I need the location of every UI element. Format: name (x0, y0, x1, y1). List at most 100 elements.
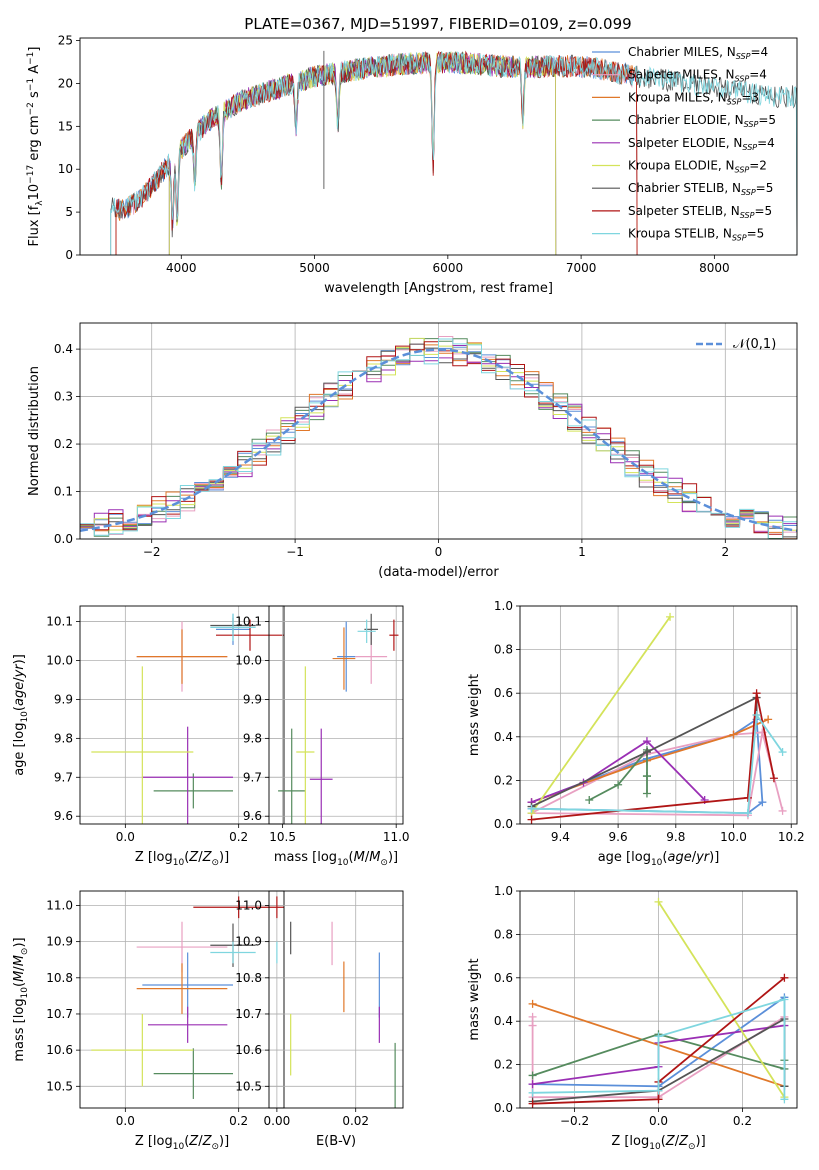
weight_vs_Z-ylabel: mass weight (467, 958, 482, 1040)
mass_vs_Z-ytick-label: 11.0 (46, 898, 73, 912)
mass_vs_ebv-frame (268, 890, 404, 1109)
mass_vs_Z-ytick-label: 10.9 (46, 935, 73, 949)
spectrum-series-2 (115, 51, 638, 255)
age_vs_mass-ytick-label: 9.8 (243, 731, 262, 745)
weight_vs_age-marker (642, 789, 651, 798)
age_vs_Z-point-6 (91, 666, 194, 824)
age_vs_mass-xlabel: mass [log10(M/M⊙)] (274, 850, 398, 868)
weight_vs_age-marker (666, 612, 675, 621)
weight_vs_Z-marker (528, 1071, 537, 1080)
weight_vs_Z-ytick-label: 0.0 (494, 1101, 513, 1115)
age_vs_Z-panel: 0.0 0.2 9.6 9.7 9.8 9.9 10.0 10.1 Z [log10(Z/Z⊙)… (12, 605, 285, 868)
weight_vs_age-xtick-label: 10.0 (720, 830, 747, 844)
weight_vs_Z-marker (528, 1080, 537, 1089)
age_vs_Z-xtick-label: 0.0 (116, 830, 135, 844)
spectrum-plot-area (110, 50, 797, 255)
mass_vs_Z-frame (79, 890, 285, 1109)
weight_vs_age-ytick-label: 0.0 (494, 817, 513, 831)
residual_hist-xtick-label: 1 (578, 545, 586, 559)
weight_vs_Z-ytick-label: 1.0 (494, 884, 513, 898)
residual_hist-ytick-label: 0.0 (54, 532, 73, 546)
age_vs_Z-ytick-label: 9.9 (54, 692, 73, 706)
residual_hist-xtick-label: −2 (143, 545, 161, 559)
weight_vs_age-marker (752, 711, 761, 719)
mass_vs_Z-point-9 (210, 941, 256, 964)
age_vs_Z-ytick-label: 10.1 (46, 615, 73, 629)
weight_vs_Z-marker (780, 1095, 789, 1104)
mass_vs_ebv-ytick-label: 10.7 (235, 1007, 262, 1021)
weight_vs_age-marker (527, 815, 536, 824)
legend-label-6: Kroupa ELODIE, NSSP=2 (628, 159, 767, 175)
age_vs_mass-point-5 (309, 728, 333, 824)
mass_vs_ebv-plot-area (276, 896, 396, 1108)
mass_vs_ebv-ytick-label: 10.8 (235, 971, 262, 985)
age_vs_mass-xtick-label: 10.5 (269, 830, 296, 844)
weight_vs_age-series-5 (531, 740, 706, 804)
spectrum-panel: 4000 5000 6000 7000 8000 0 5 10 15 20 25 wavelength… (26, 34, 798, 296)
mass_vs_ebv-xtick-label: 0.02 (342, 1114, 369, 1128)
weight_vs_Z-ytick-label: 0.6 (494, 971, 513, 985)
weight_vs_Z-marker (780, 995, 789, 1004)
residual_hist-ytick-label: 0.2 (54, 437, 73, 451)
weight_vs_Z-marker (528, 1099, 537, 1108)
age_vs_Z-ytick-label: 9.6 (54, 809, 73, 823)
weight_vs_age-series-9 (531, 712, 784, 815)
age_vs_Z-point-3 (136, 629, 228, 684)
age_vs_mass-ytick-label: 9.9 (243, 692, 262, 706)
age_vs_mass-frame (268, 605, 404, 825)
spectrum-series-9 (110, 51, 797, 255)
age_vs_mass-point-8 (389, 619, 399, 651)
age_vs_mass-point-4 (278, 728, 306, 824)
legend-label-8: Salpeter STELIB, NSSP=5 (628, 204, 772, 220)
weight_vs_age-series-3 (531, 718, 769, 804)
spectrum-xtick-label: 8000 (699, 261, 730, 275)
weight_vs_age-marker (642, 748, 651, 757)
mass_vs_Z-ytick-label: 10.5 (46, 1079, 73, 1093)
mass_vs_Z-ytick-label: 10.6 (46, 1043, 73, 1057)
spectrum-xlabel: wavelength [Angstrom, rest frame] (324, 281, 553, 296)
age_vs_Z-point-8 (216, 619, 284, 651)
spectrum-ylabel: Flux [fλ10−17 erg cm−2 s−1 A−1] (26, 47, 45, 247)
weight_vs_age-panel: 9.4 9.6 9.8 10.0 10.2 0.0 0.2 0.4 0.6 0.8 1.0 age [… (467, 599, 805, 868)
spectrum-series-5 (168, 52, 557, 255)
residual_hist-frame (79, 322, 798, 540)
age_vs_mass-ytick-label: 9.7 (243, 770, 262, 784)
weight_vs_age-marker (752, 689, 761, 698)
residual_hist-ytick-label: 0.4 (54, 342, 73, 356)
mass_vs_Z-ytick-label: 10.8 (46, 971, 73, 985)
weight_vs_age-marker (642, 737, 651, 746)
weight_vs_age-series-7 (531, 696, 758, 808)
residual_hist-ytick-label: 0.3 (54, 390, 73, 404)
age_vs_Z-xlabel: Z [log10(Z/Z⊙)] (135, 850, 229, 868)
weight_vs_age-marker (642, 772, 651, 781)
age_vs_mass-panel: 10.5 11.0 9.6 9.7 9.8 9.9 10.0 10.1 mass [log10(… (235, 605, 410, 868)
spectrum-ytick-label: 15 (58, 119, 73, 133)
plots: 4000 5000 6000 7000 80000510152025wavelength… (12, 34, 805, 1152)
mass_vs_Z-plot-area (91, 896, 284, 1099)
mass_vs_Z-xlabel: Z [log10(Z/Z⊙)] (135, 1134, 229, 1152)
age_vs_mass-point-1 (337, 621, 356, 692)
residual_hist-plot-area (80, 336, 797, 539)
weight_vs_age-marker (764, 715, 773, 724)
age_vs_mass-point-6 (296, 666, 315, 824)
spectrum-xtick-label: 7000 (566, 261, 597, 275)
spectrum-xtick-label: 5000 (299, 261, 330, 275)
spectrum-series-6 (168, 51, 557, 255)
legend-label-2: Salpeter MILES, NSSP=4 (628, 68, 767, 84)
weight_vs_Z-marker (528, 1021, 537, 1030)
weight_vs_age-ytick-label: 0.6 (494, 686, 513, 700)
mass_vs_Z-ytick-label: 10.7 (46, 1007, 73, 1021)
age_vs_Z-ytick-label: 9.7 (54, 770, 73, 784)
weight_vs_Z-xtick-label: 0.0 (649, 1114, 668, 1128)
mass_vs_Z-panel: 0.0 0.2 10.5 10.6 10.7 10.8 10.9 11.0 Z [log10(Z… (12, 890, 285, 1152)
weight_vs_age-marker (527, 804, 536, 813)
legend-label-3: Kroupa MILES, NSSP=3 (628, 90, 759, 106)
spectrum-ytick-label: 20 (58, 76, 73, 90)
figure-title: PLATE=0367, MJD=51997, FIBERID=0109, z=0… (244, 15, 631, 33)
spectrum-legend: Chabrier MILES, NSSP=4 Salpeter MILES, NS… (592, 45, 776, 243)
age_vs_mass-point-3 (332, 627, 356, 690)
age_vs_Z-xtick-label: 0.2 (229, 830, 248, 844)
age_vs_Z-point-5 (142, 726, 233, 824)
weight_vs_age-marker (758, 798, 767, 807)
